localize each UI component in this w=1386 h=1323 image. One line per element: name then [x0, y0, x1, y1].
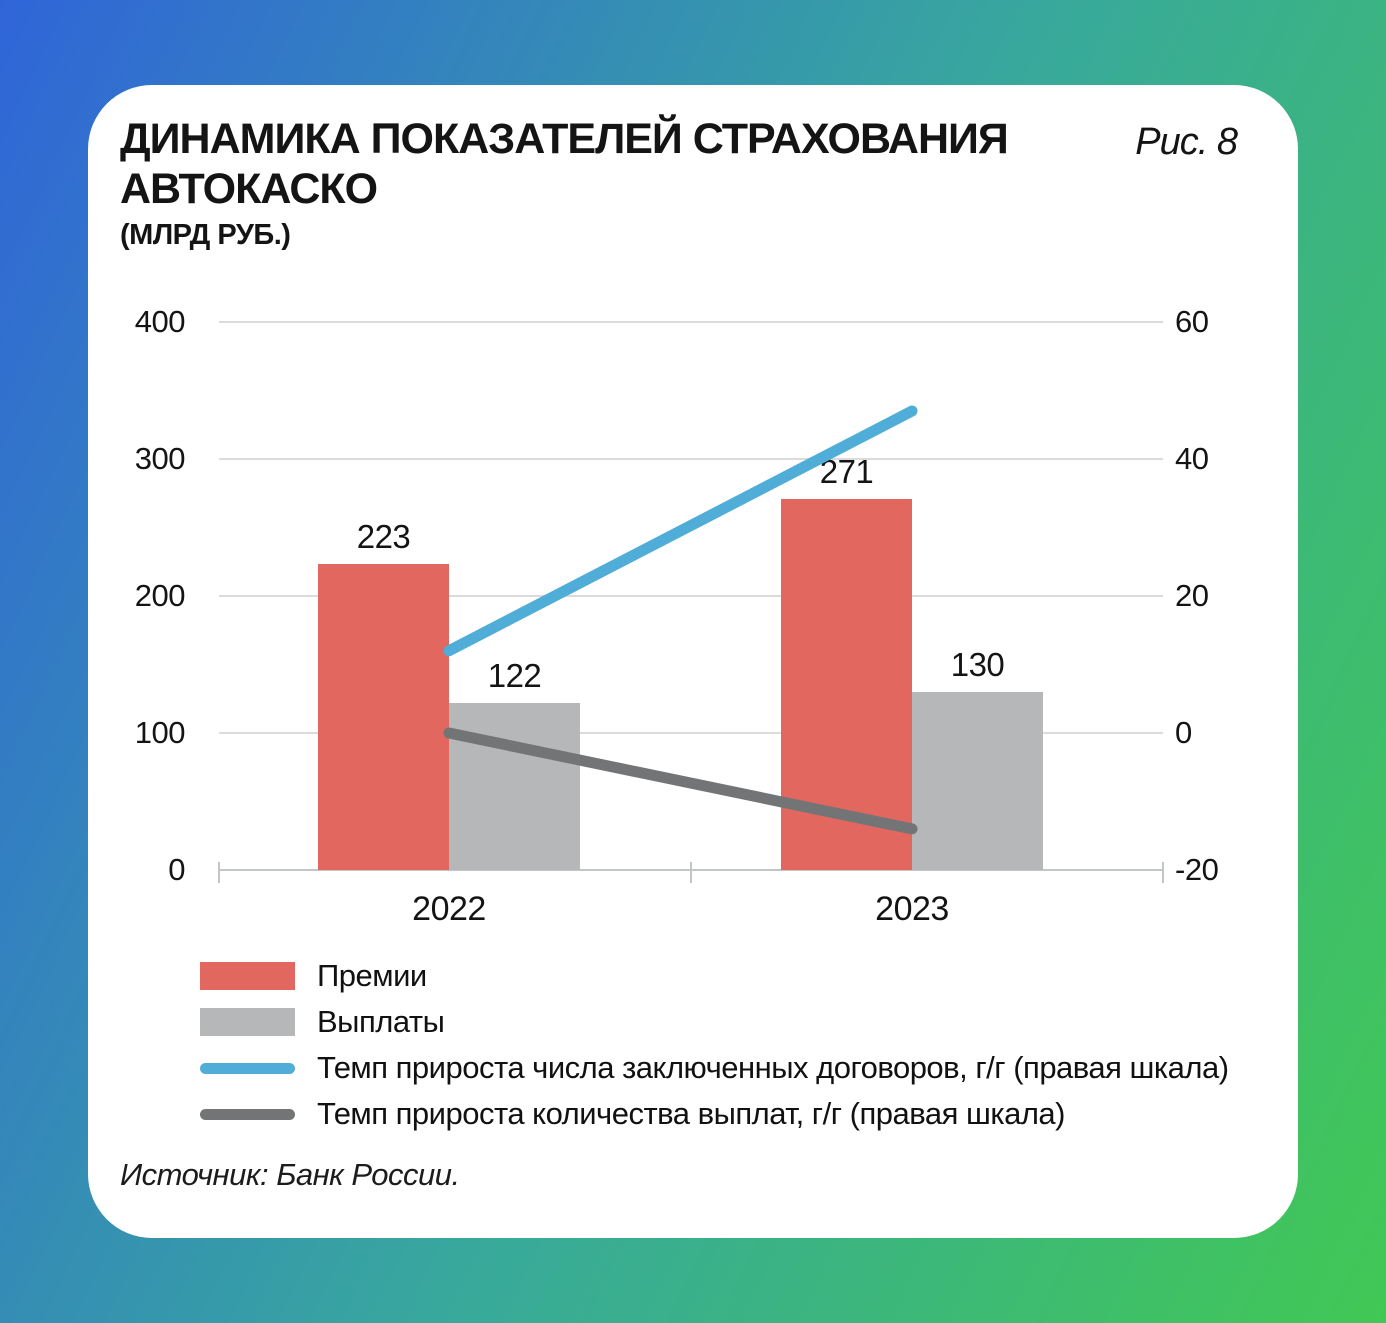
- bar-value-label-payouts-2023: 130: [950, 645, 1005, 683]
- gridline: [219, 595, 1163, 597]
- legend-item-premiums: Премии: [200, 953, 1229, 999]
- x-axis-label-2023: 2023: [875, 890, 949, 928]
- source-note: Источник: Банк России.: [120, 1157, 460, 1192]
- legend-label-premiums: Премии: [317, 958, 427, 993]
- y-axis-right-label-20: 20: [1175, 578, 1209, 613]
- legend-label-contracts-growth: Темп прироста числа заключенных договоро…: [317, 1050, 1229, 1085]
- line-layer: [443, 405, 918, 835]
- legend-swatch-wrap-payouts-count-growth: [200, 1108, 295, 1120]
- bar-premiums-2022: [318, 564, 449, 870]
- y-axis-right-label-0: 0: [1175, 715, 1192, 750]
- legend-line-swatch-contracts-growth: [200, 1062, 295, 1074]
- legend-bar-swatch-premiums: [200, 962, 295, 990]
- gridline: [219, 458, 1163, 460]
- gridline: [219, 732, 1163, 734]
- legend-item-payouts: Выплаты: [200, 999, 1229, 1045]
- plot-area: 223 122 271 130: [218, 321, 1164, 883]
- page-title-line2: АВТОКАСКО: [120, 164, 378, 213]
- legend-label-payouts-count-growth: Темп прироста количества выплат, г/г (пр…: [317, 1096, 1066, 1131]
- chart-units-subtitle: (МЛРД РУБ.): [120, 219, 291, 251]
- legend-swatch-wrap-premiums: [200, 962, 295, 990]
- y-axis-left-label-300: 300: [134, 441, 186, 476]
- legend-label-payouts: Выплаты: [317, 1004, 445, 1039]
- gridline: [219, 321, 1163, 323]
- y-axis-left-label-100: 100: [134, 715, 186, 750]
- page-title: ДИНАМИКА ПОКАЗАТЕЛЕЙ СТРАХОВАНИЯ АВТОКАС…: [120, 115, 1009, 215]
- bar-payouts-2022: [449, 702, 580, 870]
- page-title-line1: ДИНАМИКА ПОКАЗАТЕЛЕЙ СТРАХОВАНИЯ: [120, 115, 1009, 163]
- legend-item-payouts-count-growth: Темп прироста количества выплат, г/г (пр…: [200, 1091, 1229, 1137]
- bar-value-label-payouts-2022: 122: [487, 656, 542, 694]
- legend-line-swatch-payouts-count-growth: [200, 1108, 295, 1120]
- y-axis-right-label-60: 60: [1175, 304, 1209, 339]
- card: ДИНАМИКА ПОКАЗАТЕЛЕЙ СТРАХОВАНИЯ АВТОКАС…: [88, 85, 1298, 1238]
- bar-value-label-premiums-2022: 223: [356, 518, 411, 556]
- figure-number-label: Рис. 8: [1135, 121, 1238, 163]
- x-axis-tick: [218, 862, 220, 883]
- legend-bar-swatch-payouts: [200, 1008, 295, 1036]
- legend-item-contracts-growth: Темп прироста числа заключенных договоро…: [200, 1045, 1229, 1091]
- y-axis-left-label-200: 200: [134, 578, 186, 613]
- x-axis-label-2022: 2022: [412, 890, 486, 928]
- x-axis-tick: [690, 862, 692, 883]
- y-axis-right-label-40: 40: [1175, 441, 1209, 476]
- legend: Премии Выплаты Темп прироста числа заключе…: [200, 953, 1229, 1137]
- y-axis-left-label-400: 400: [134, 304, 186, 339]
- legend-swatch-wrap-contracts-growth: [200, 1062, 295, 1074]
- line-payouts-count-growth: [443, 727, 918, 835]
- bar-payouts-2023: [912, 691, 1043, 870]
- legend-swatch-wrap-payouts: [200, 1008, 295, 1036]
- line-contracts-growth: [443, 405, 918, 657]
- y-axis-left-label-0: 0: [168, 852, 185, 887]
- y-axis-right-label--20: -20: [1175, 852, 1219, 887]
- x-axis-tick: [1162, 862, 1164, 883]
